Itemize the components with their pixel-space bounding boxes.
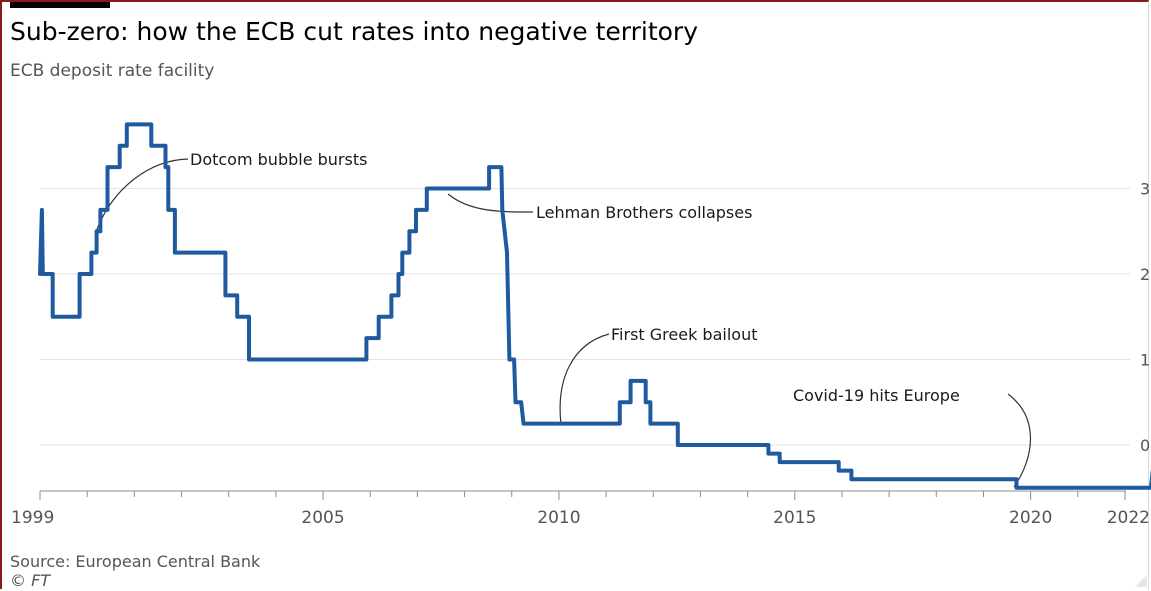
ft-accent-bar xyxy=(10,2,110,8)
chart-subtitle: ECB deposit rate facility xyxy=(10,61,215,81)
line-chart: 3 2 1 0 1999 2005 2010 2015 2020 2022 Dotcom bubbl… xyxy=(11,122,1151,528)
annotation-dotcom: Dotcom bubble bursts xyxy=(190,150,367,169)
y-tick-label: 0 xyxy=(1140,436,1150,455)
x-tick-label: 1999 xyxy=(11,508,54,528)
y-tick-label: 3 xyxy=(1140,180,1150,199)
covid-leader-line xyxy=(1007,393,1031,488)
chart-title: Sub-zero: how the ECB cut rates into neg… xyxy=(10,17,698,46)
annotation-lehman: Lehman Brothers collapses xyxy=(536,203,752,222)
x-tick-label: 2010 xyxy=(537,508,580,528)
y-tick-label: 1 xyxy=(1140,351,1150,370)
x-tick-label: 2005 xyxy=(301,508,344,528)
y-tick-label: 2 xyxy=(1140,265,1150,284)
resize-corner-icon xyxy=(1135,575,1147,587)
source-note: Source: European Central Bank xyxy=(10,552,261,571)
deposit-rate-line xyxy=(38,122,1151,490)
x-tick-label: 2020 xyxy=(1009,508,1052,528)
lehman-leader-line xyxy=(447,193,534,213)
x-tick-label: 2015 xyxy=(773,508,816,528)
annotation-greek: First Greek bailout xyxy=(611,325,757,344)
x-tick-label: 2022 xyxy=(1107,508,1150,528)
annotation-covid: Covid-19 hits Europe xyxy=(793,386,960,405)
copyright-note: © FT xyxy=(10,571,51,590)
greek-leader-line xyxy=(559,333,610,425)
